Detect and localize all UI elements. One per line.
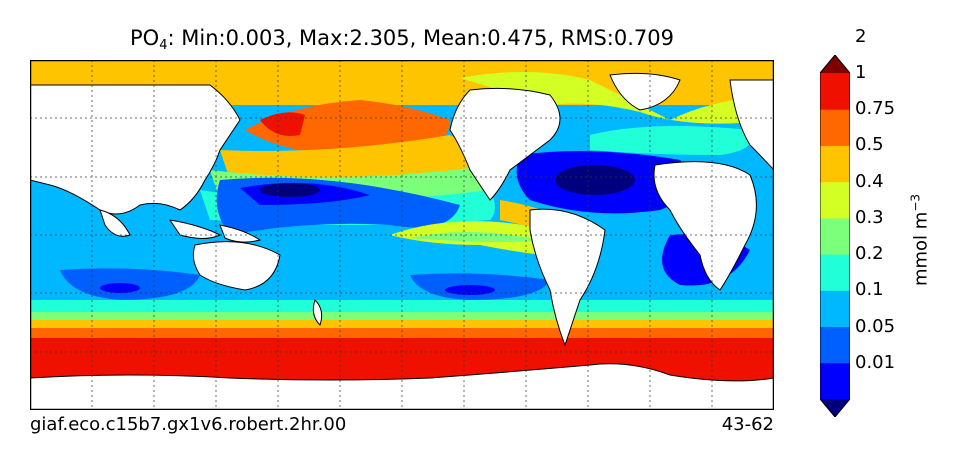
map-frame	[30, 60, 774, 410]
colorbar-segment	[820, 145, 850, 183]
colorbar	[820, 55, 850, 417]
colorbar-segment	[820, 326, 850, 364]
colorbar-tick-label: 0.01	[855, 351, 896, 373]
colorbar-segment	[820, 362, 850, 400]
colorbar-tick-label: 0.2	[855, 243, 884, 265]
colorbar-segment	[820, 73, 850, 110]
colorbar-segment	[820, 217, 850, 255]
colorbar-tick-label: 0.3	[855, 206, 884, 228]
colorbar-segment	[820, 109, 850, 146]
colorbar-extend-high	[820, 55, 850, 73]
colorbar-tick-label: 0.4	[855, 170, 884, 192]
ocean-phosphate-map	[30, 60, 774, 410]
colorbar-tick-label: 1	[855, 62, 867, 83]
colorbar-tick-label: 0.1	[855, 279, 884, 301]
colorbar-tick-label: 0.75	[855, 98, 896, 120]
colorbar-tick-label: 0.5	[855, 134, 884, 156]
colorbar-extend-low	[820, 399, 850, 417]
colorbar-unit-label: mmol m−3	[908, 193, 932, 287]
graticule	[30, 60, 774, 410]
colorbar-segment	[820, 181, 850, 219]
colorbar-tick-label: 2	[855, 25, 867, 47]
plot-title: PO4: Min:0.003, Max:2.305, Mean:0.475, R…	[130, 26, 674, 53]
run-id-label: giaf.eco.c15b7.gx1v6.robert.2hr.00	[30, 414, 347, 435]
colorbar-segment	[820, 290, 850, 328]
years-label: 43-62	[721, 414, 774, 435]
colorbar-segment	[820, 254, 850, 291]
colorbar-tick-label: 0.05	[855, 315, 896, 337]
